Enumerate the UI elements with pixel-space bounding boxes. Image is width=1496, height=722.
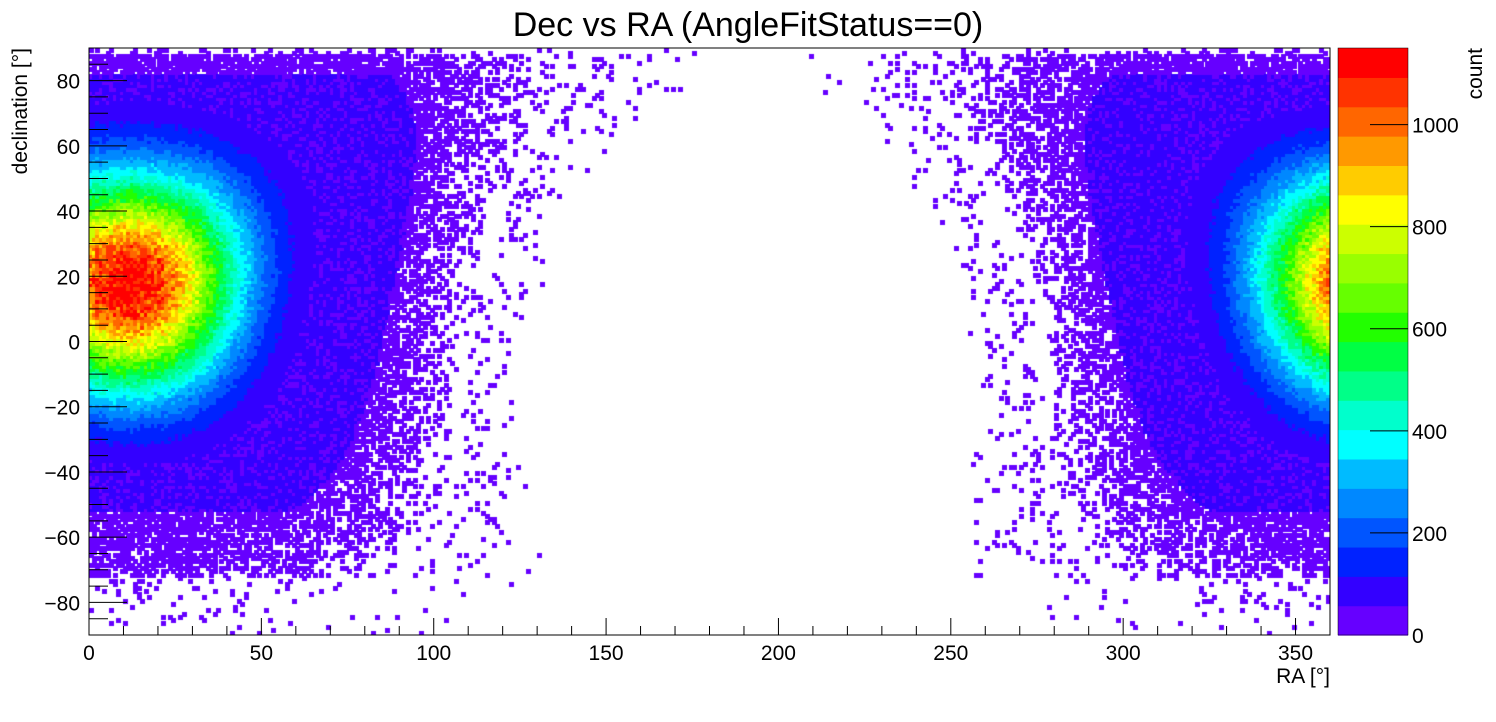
x-tick-label: 300 [1106,642,1141,665]
y-axis: −80 −60 −40 −20 0 20 40 60 80 [44,63,127,620]
colorbar-segment [1338,458,1408,489]
z-tick-label: 600 [1412,319,1447,342]
colorbar-segment [1338,400,1408,431]
x-tick-label: 0 [83,642,95,665]
colorbar-segment [1338,48,1408,78]
y-tick-label: 40 [57,201,80,224]
x-tick-label: 250 [933,642,968,665]
heatmap-canvas [89,48,1330,635]
chart-title: Dec vs RA (AngleFitStatus==0) [513,6,984,44]
y-tick-label: 20 [57,266,80,289]
colorbar-segment [1338,165,1408,196]
x-tick-label: 50 [250,642,273,665]
heatmap-cells [89,48,1330,635]
colorbar-segment [1338,370,1408,401]
colorbar-segment [1338,312,1408,343]
x-axis-label: RA [°] [1276,665,1330,688]
y-tick-label: 60 [57,136,80,159]
colorbar-axis: 0 200 400 600 800 1000 [1370,115,1459,648]
colorbar-label: count [1464,48,1487,100]
colorbar-frame [1337,47,1409,636]
colorbar [1337,47,1409,636]
colorbar-segment [1338,136,1408,166]
z-tick-label: 0 [1412,625,1424,648]
x-axis: 0 50 100 150 200 250 300 350 [83,618,1331,665]
colorbar-segment [1338,341,1408,372]
y-tick-label: −40 [44,462,80,485]
y-tick-label: −60 [44,527,80,550]
x-tick-label: 150 [589,642,624,665]
colorbar-segment [1338,576,1408,607]
colorbar-segment [1338,488,1408,519]
x-tick-label: 100 [416,642,451,665]
colorbar-segment [1338,546,1408,577]
z-tick-label: 1000 [1412,115,1459,138]
x-tick-label: 350 [1278,642,1313,665]
colorbar-segment [1338,194,1408,225]
y-tick-label: 80 [57,71,80,94]
colorbar-segment [1338,106,1408,137]
colorbar-segment [1338,282,1408,313]
x-tick-label: 200 [761,642,796,665]
z-tick-label: 200 [1412,523,1447,546]
z-tick-label: 800 [1412,217,1447,240]
y-axis-label: declination [°] [9,48,32,174]
colorbar-segment [1338,605,1408,636]
y-tick-label: 0 [68,332,80,355]
y-tick-label: −20 [44,397,80,420]
colorbar-segment [1338,429,1408,460]
colorbar-segment [1338,253,1408,284]
y-tick-label: −80 [44,592,80,615]
colorbar-segment [1338,224,1408,255]
z-tick-label: 400 [1412,421,1447,444]
colorbar-segment [1338,77,1408,108]
